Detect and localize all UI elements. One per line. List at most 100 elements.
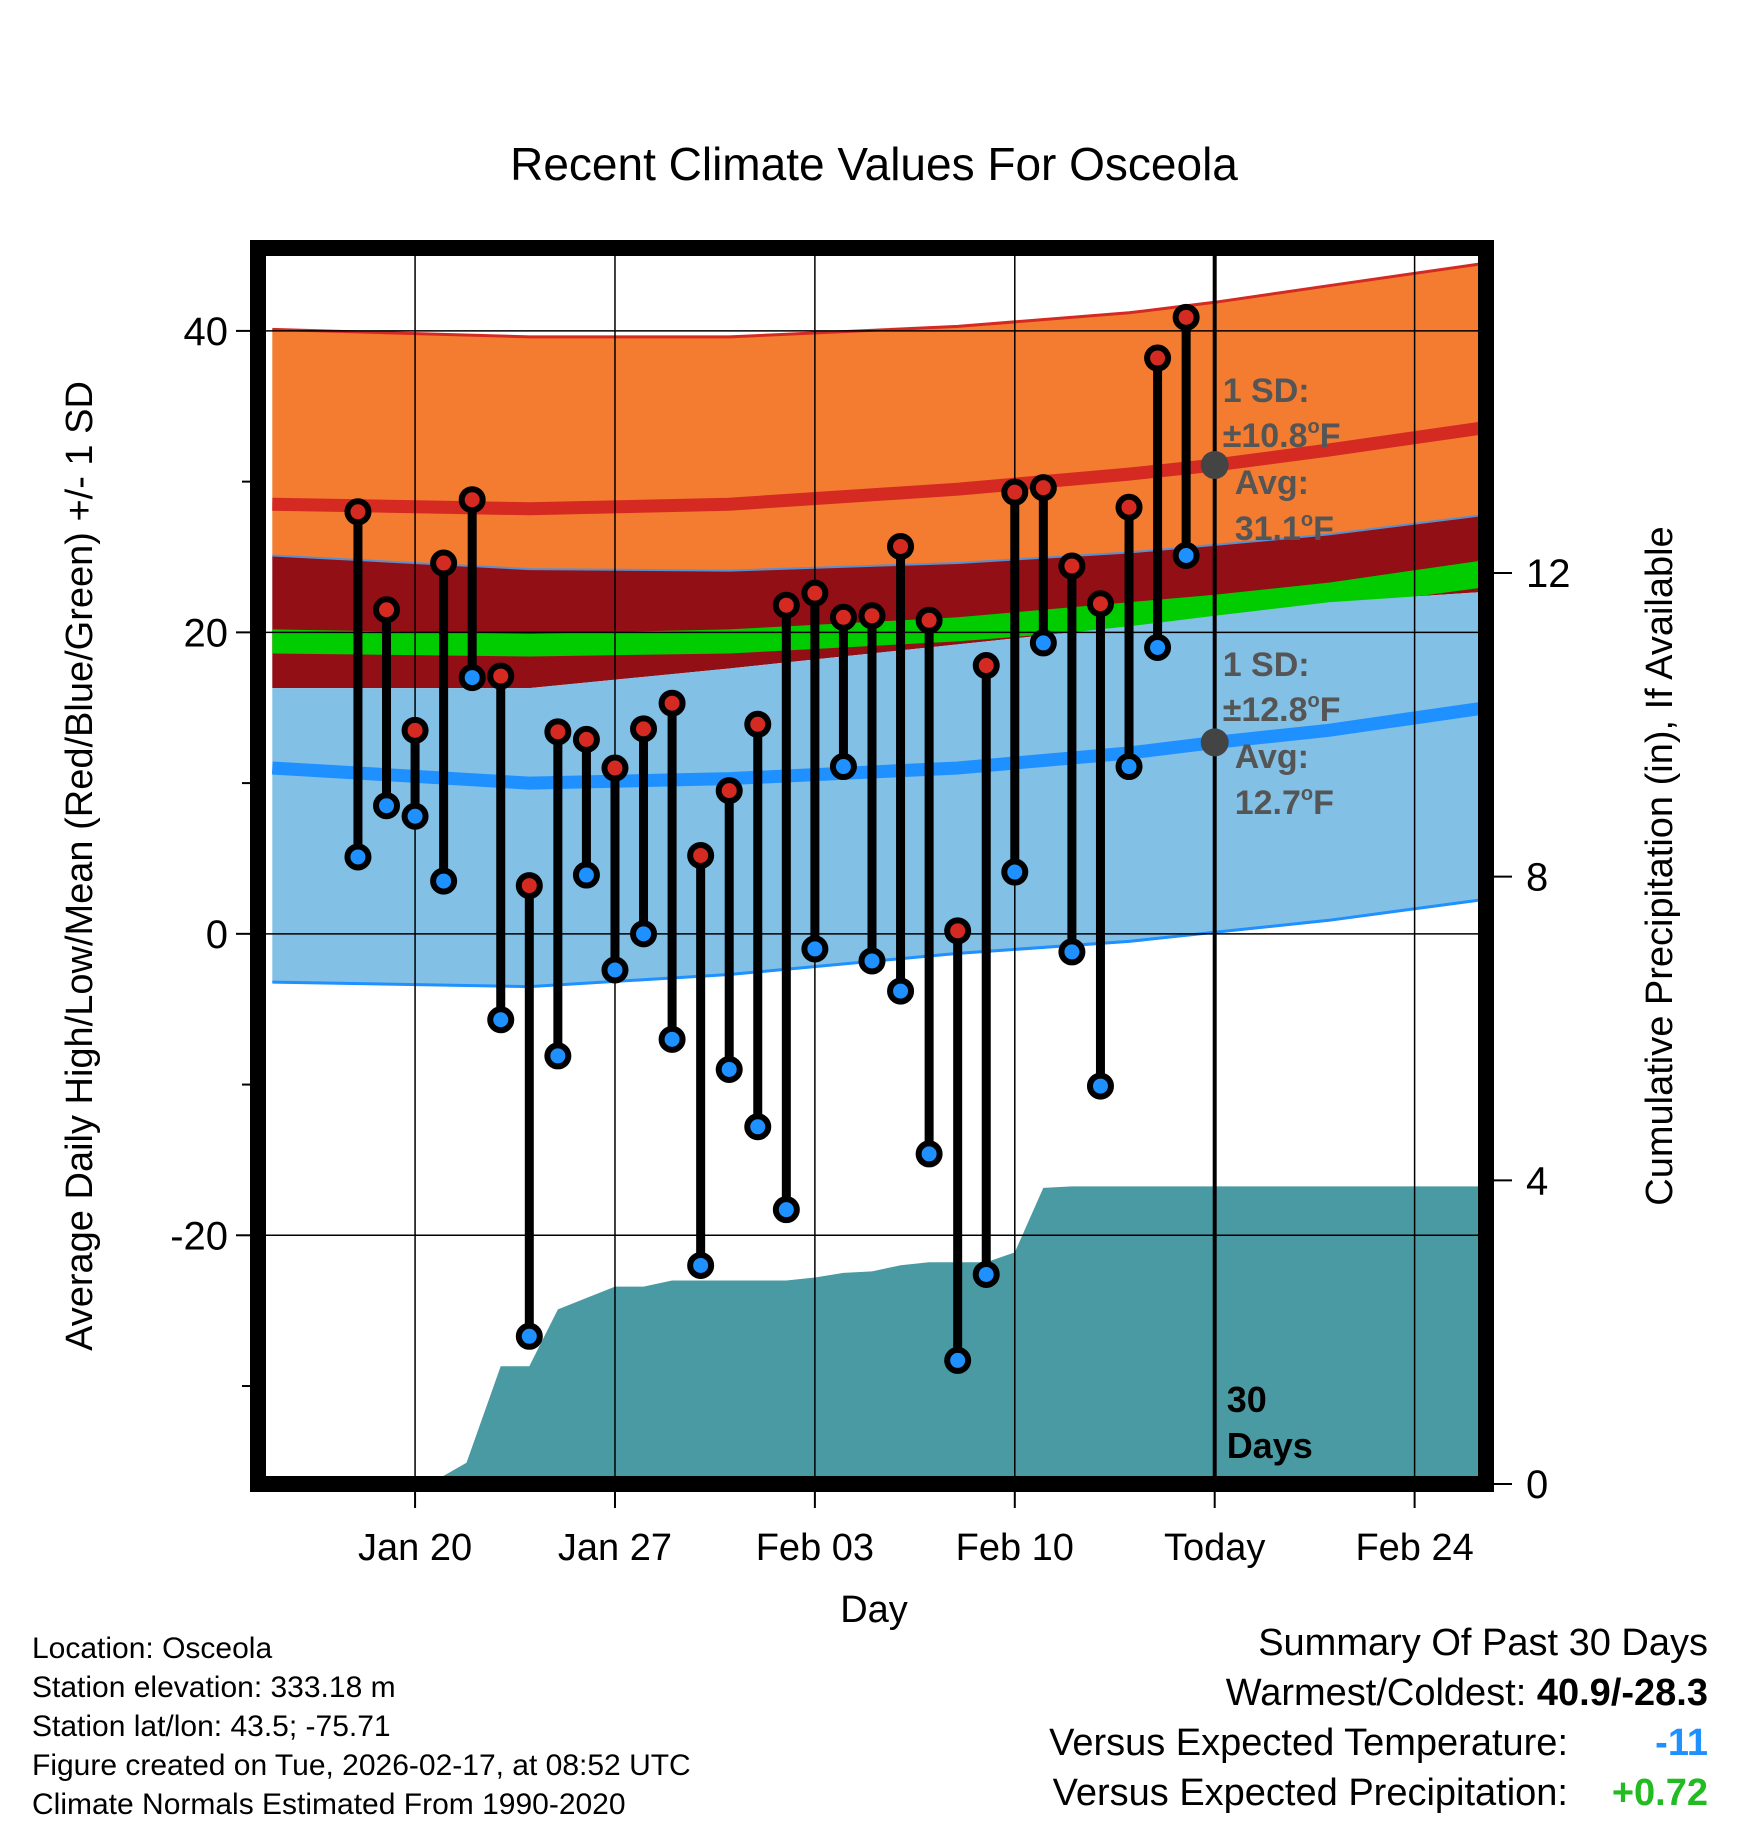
daily-high-point (1144, 344, 1172, 372)
daily-low-point (344, 843, 372, 871)
summary-precip-value: +0.72 (1611, 1772, 1708, 1814)
daily-low-point (915, 1140, 943, 1168)
x-tick-label: Feb 24 (1355, 1527, 1473, 1569)
today-days-number: 30 (1227, 1379, 1267, 1420)
low-avg-degree: o (1301, 783, 1313, 805)
high-sd-degree: o (1308, 416, 1320, 438)
daily-high-point (458, 486, 486, 514)
daily-high-point (744, 710, 772, 738)
daily-low-point (458, 664, 486, 692)
x-tick-label: Today (1164, 1527, 1265, 1569)
footer-location: Location: Osceola (32, 1632, 273, 1665)
summary-temp-value: -11 (1655, 1722, 1708, 1764)
daily-high-point (1172, 303, 1200, 331)
daily-low-point (572, 861, 600, 889)
summary-heading: Summary Of Past 30 Days (1258, 1622, 1708, 1664)
daily-high-point (801, 579, 829, 607)
daily-low-point (715, 1055, 743, 1083)
high-avg-value: 31.1oF (1235, 509, 1334, 548)
daily-high-point (430, 549, 458, 577)
high-avg-number: 31.1 (1235, 510, 1301, 548)
precipitation-area (258, 1186, 1486, 1484)
footer-elevation: Station elevation: 333.18 m (32, 1671, 396, 1704)
x-tick-label: Feb 03 (756, 1527, 874, 1569)
daily-high-point (772, 591, 800, 619)
daily-low-point (630, 920, 658, 948)
high-sd-value: ±10.8oF (1223, 416, 1341, 455)
daily-high-point (687, 841, 715, 869)
high-avg-unit: F (1313, 510, 1334, 548)
y-axis-label: Average Daily High/Low/Mean (Red/Blue/Gr… (59, 381, 101, 1351)
summary-temp: Versus Expected Temperature: -11 (1049, 1722, 1708, 1765)
summary-precip: Versus Expected Precipitation: +0.72 (1053, 1772, 1708, 1815)
daily-high-point (373, 596, 401, 624)
daily-high-point (630, 715, 658, 743)
low-sd-title: 1 SD: (1223, 646, 1310, 684)
daily-high-point (715, 777, 743, 805)
daily-low-point (972, 1260, 1000, 1288)
daily-low-point (1172, 541, 1200, 569)
x-tick-label: Feb 10 (956, 1527, 1074, 1569)
daily-high-point (887, 532, 915, 560)
daily-low-point (801, 935, 829, 963)
low-sd-unit: F (1320, 691, 1341, 729)
high-avg-marker (1200, 451, 1229, 480)
daily-high-point (1001, 478, 1029, 506)
daily-low-point (944, 1346, 972, 1374)
y2-tick-label: 4 (1526, 1159, 1548, 1203)
daily-low-point (829, 753, 857, 781)
daily-low-point (858, 947, 886, 975)
summary-warmest-coldest: Warmest/Coldest: 40.9/-28.3 (1226, 1672, 1708, 1715)
footer-latlon: Station lat/lon: 43.5; -75.71 (32, 1710, 391, 1743)
high-plus-sd-line (272, 261, 1486, 339)
daily-high-point (344, 498, 372, 526)
y2-tick-label: 0 (1526, 1463, 1548, 1507)
y2-tick-label: 8 (1526, 856, 1548, 900)
y-tick-label: 40 (184, 310, 229, 354)
low-avg-number: 12.7 (1235, 784, 1301, 822)
daily-high-point (1115, 493, 1143, 521)
daily-high-point (515, 872, 543, 900)
plot-frame (250, 240, 1494, 1492)
daily-low-point (1001, 858, 1029, 886)
x-tick-label: Jan 27 (558, 1527, 672, 1569)
summary-warmest-label: Warmest/Coldest: (1225, 1672, 1537, 1714)
low-avg-unit: F (1313, 784, 1334, 822)
high-avg-degree: o (1301, 509, 1313, 531)
low-sd-value-number: ±12.8 (1223, 691, 1308, 729)
daily-high-point (1086, 590, 1114, 618)
y2-axis-label: Cumulative Precipitation (in), If Availa… (1639, 526, 1681, 1205)
y-tick-label: 20 (184, 611, 229, 655)
summary-precip-label: Versus Expected Precipitation: (1052, 1772, 1568, 1814)
daily-high-point (829, 603, 857, 631)
chart-title: Recent Climate Values For Osceola (510, 138, 1238, 190)
daily-low-point (1058, 938, 1086, 966)
daily-low-point (744, 1113, 772, 1141)
high-sd-unit: F (1320, 417, 1341, 455)
low-avg-value: 12.7oF (1235, 783, 1334, 822)
low-mean-line (271, 701, 1486, 790)
daily-high-point (601, 754, 629, 782)
daily-low-point (544, 1042, 572, 1070)
daily-low-point (687, 1251, 715, 1279)
high-sd-title: 1 SD: (1223, 372, 1310, 410)
low-avg-marker (1200, 728, 1229, 757)
today-days-word: Days (1227, 1425, 1313, 1466)
footer-created: Figure created on Tue, 2026-02-17, at 08… (32, 1749, 691, 1782)
daily-low-point (601, 956, 629, 984)
daily-low-point (430, 867, 458, 895)
daily-low-point (487, 1006, 515, 1034)
daily-high-point (487, 662, 515, 690)
daily-high-point (544, 718, 572, 746)
mean-green-band (272, 560, 1486, 657)
low-avg-title: Avg: (1235, 738, 1309, 776)
x-axis-label: Day (840, 1589, 908, 1631)
daily-low-point (1029, 629, 1057, 657)
summary-warmest-value: 40.9/-28.3 (1536, 1672, 1708, 1714)
high-avg-title: Avg: (1235, 464, 1309, 502)
x-tick-label: Jan 20 (358, 1527, 472, 1569)
daily-low-point (772, 1196, 800, 1224)
y-tick-label: -20 (170, 1214, 228, 1258)
high-sd-value-number: ±10.8 (1223, 417, 1308, 455)
